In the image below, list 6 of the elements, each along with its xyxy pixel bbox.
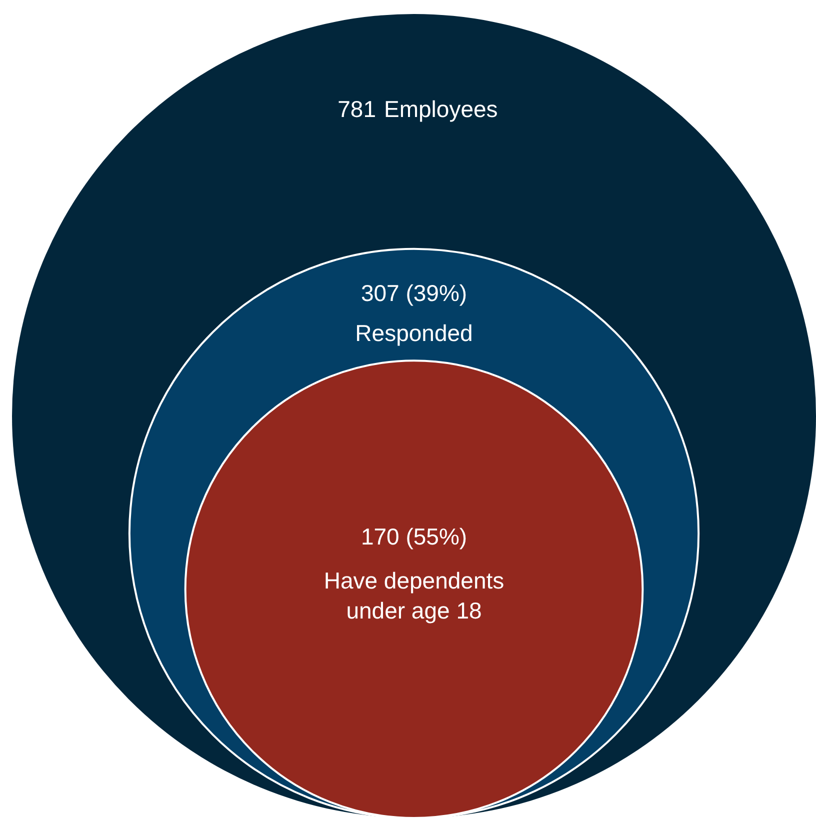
category-label: Have dependents under age 18: [324, 567, 504, 624]
data-label: 170 (55%): [360, 523, 468, 550]
data-label: 307 (39%): [360, 280, 468, 306]
category-label: Employees: [384, 96, 498, 122]
data-label: 781: [338, 96, 376, 122]
category-label: Responded: [355, 320, 473, 346]
